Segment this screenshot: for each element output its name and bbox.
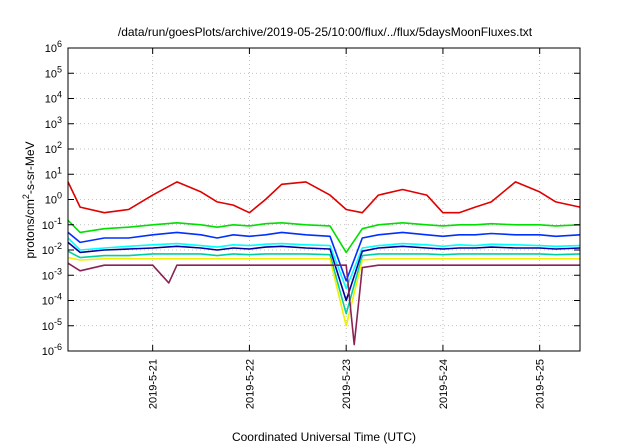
y-tick-label-base: 10 bbox=[42, 346, 54, 358]
y-tick-label: 10-5 bbox=[42, 317, 62, 333]
y-tick-label: 100 bbox=[45, 191, 62, 207]
y-tick-label-base: 10 bbox=[42, 245, 54, 257]
x-tick-label: 2019-5-22 bbox=[244, 359, 256, 409]
series-line-5 bbox=[67, 241, 581, 302]
x-tick-label: 2019-5-25 bbox=[535, 359, 547, 409]
y-tick-label-exp: 2 bbox=[57, 140, 62, 150]
y-tick-label-exp: 5 bbox=[57, 64, 62, 74]
x-tick-label: 2019-5-21 bbox=[148, 359, 160, 409]
y-tick-label: 106 bbox=[45, 39, 62, 55]
series-line-4 bbox=[67, 231, 581, 282]
y-tick-label-base: 10 bbox=[45, 94, 57, 106]
y-tick-label: 10-2 bbox=[42, 241, 62, 257]
y-tick-label-base: 10 bbox=[45, 68, 57, 80]
y-tick-label-base: 10 bbox=[45, 169, 57, 181]
series-line-2 bbox=[67, 219, 581, 254]
y-axis-label-base: protons/cm bbox=[23, 199, 37, 258]
y-tick-label-exp: -1 bbox=[54, 216, 62, 226]
y-tick-label-exp: 6 bbox=[57, 39, 62, 49]
y-tick-label: 10-4 bbox=[42, 292, 62, 308]
y-tick-label: 10-3 bbox=[42, 266, 62, 282]
series-line-1 bbox=[67, 181, 581, 214]
y-axis-label-rest: -s-sr-MeV bbox=[23, 141, 37, 194]
chart-title: /data/run/goesPlots/archive/2019-05-25/1… bbox=[118, 25, 533, 39]
series-line-8 bbox=[67, 262, 580, 346]
y-tick-label-exp: -3 bbox=[54, 266, 62, 276]
y-tick-label-base: 10 bbox=[42, 220, 54, 232]
y-tick-label-exp: 3 bbox=[57, 115, 62, 125]
x-tick-label: 2019-5-23 bbox=[341, 359, 353, 409]
y-tick-label: 104 bbox=[45, 90, 62, 106]
y-tick-label: 10-6 bbox=[42, 342, 62, 358]
y-tick-label: 101 bbox=[45, 165, 62, 181]
x-tick-labels: 2019-5-21 2019-5-22 2019-5-23 2019-5-24 2019… bbox=[148, 359, 547, 409]
series-line-7 bbox=[67, 256, 580, 327]
series-line-3 bbox=[67, 237, 581, 290]
y-tick-label-base: 10 bbox=[45, 119, 57, 131]
y-tick-label-exp: -4 bbox=[54, 292, 62, 302]
y-tick-label-base: 10 bbox=[45, 195, 57, 207]
y-tick-label-exp: -6 bbox=[54, 342, 62, 352]
x-tick-label: 2019-5-24 bbox=[438, 359, 450, 409]
y-tick-label: 102 bbox=[45, 140, 62, 156]
y-axis-label-sup: 2 bbox=[21, 194, 31, 199]
ticks bbox=[68, 47, 580, 352]
y-tick-label: 105 bbox=[45, 64, 62, 80]
y-tick-label-exp: -5 bbox=[54, 317, 62, 327]
y-tick-label-base: 10 bbox=[45, 144, 57, 156]
y-tick-label: 103 bbox=[45, 115, 62, 131]
series-group bbox=[67, 181, 581, 346]
y-tick-label-exp: 4 bbox=[57, 90, 62, 100]
y-tick-label: 10-1 bbox=[42, 216, 62, 232]
y-tick-label-exp: 0 bbox=[57, 191, 62, 201]
y-tick-label-exp: 1 bbox=[57, 165, 62, 175]
y-tick-label-base: 10 bbox=[42, 296, 54, 308]
y-tick-label-base: 10 bbox=[42, 270, 54, 282]
y-tick-label-exp: -2 bbox=[54, 241, 62, 251]
x-axis-label: Coordinated Universal Time (UTC) bbox=[232, 430, 416, 444]
y-tick-labels: 10-610-510-410-310-210-11001011021031041… bbox=[42, 39, 62, 358]
y-tick-label-base: 10 bbox=[45, 43, 57, 55]
y-tick-label-base: 10 bbox=[42, 321, 54, 333]
y-axis-label: protons/cm2-s-sr-MeV bbox=[21, 141, 37, 258]
series-line-6 bbox=[67, 250, 581, 315]
